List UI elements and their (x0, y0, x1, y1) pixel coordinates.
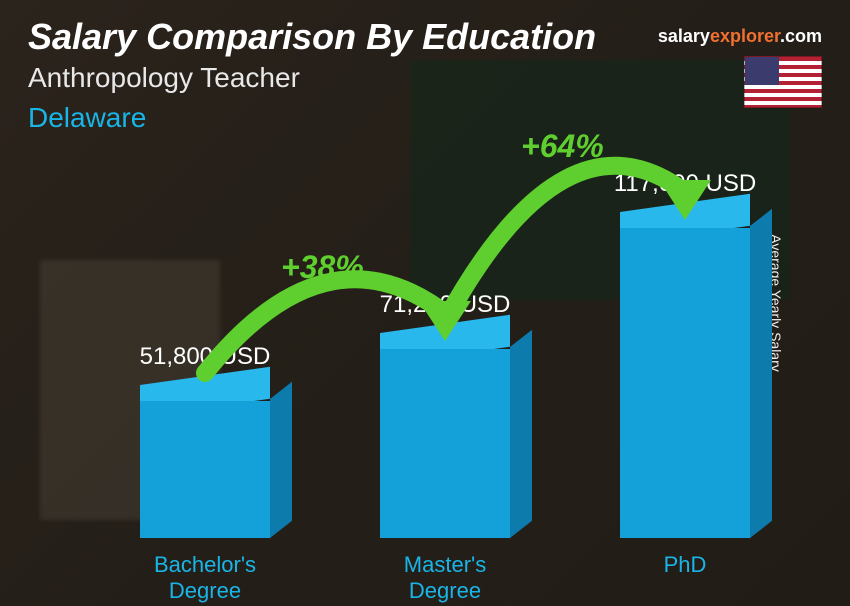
chart-subtitle-location: Delaware (28, 102, 146, 134)
increase-percent: +64% (521, 128, 604, 165)
us-flag-icon (744, 56, 822, 108)
watermark: salaryexplorer.com (658, 26, 822, 47)
chart-subtitle-role: Anthropology Teacher (28, 62, 300, 94)
bar-chart: 51,800 USDBachelor's Degree71,200 USDMas… (0, 150, 850, 606)
chart-title: Salary Comparison By Education (28, 16, 596, 58)
increase-arrow: +64% (0, 150, 850, 606)
chart-container: Salary Comparison By Education Anthropol… (0, 0, 850, 606)
watermark-accent: explorer (710, 26, 780, 46)
watermark-prefix: salary (658, 26, 710, 46)
watermark-suffix: .com (780, 26, 822, 46)
